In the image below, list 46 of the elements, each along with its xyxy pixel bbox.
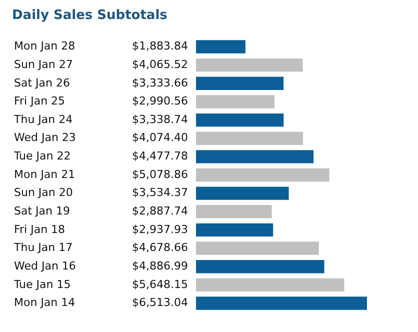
bar [196, 186, 289, 200]
bar [196, 260, 324, 274]
data-label: $2,887.74 [132, 204, 188, 218]
y-tick-label: Sun Jan 20 [14, 186, 73, 200]
data-label: $2,937.93 [132, 222, 188, 236]
data-label: $1,883.84 [132, 40, 188, 53]
bar [196, 205, 272, 218]
bar [196, 223, 274, 237]
y-tick-label: Mon Jan 14 [14, 296, 76, 310]
y-tick-label: Thu Jan 24 [13, 112, 73, 126]
data-label: $5,078.86 [132, 168, 188, 181]
bar [196, 242, 319, 255]
data-label: $3,333.66 [132, 76, 188, 90]
bar [196, 278, 344, 292]
bar [196, 132, 303, 145]
bar [196, 150, 314, 164]
y-tick-label: Fri Jan 18 [14, 222, 66, 236]
bar [196, 76, 284, 90]
y-tick-label: Fri Jan 25 [14, 94, 66, 108]
text: Daily Sales Subtotals [12, 8, 168, 23]
y-tick-label: Tue Jan 22 [13, 150, 71, 163]
bar [196, 113, 284, 127]
y-tick-label: Mon Jan 21 [14, 168, 76, 181]
y-tick-label: Sat Jan 26 [14, 76, 70, 90]
y-tick-label: Thu Jan 17 [13, 241, 73, 254]
bar [196, 296, 367, 310]
data-label: $4,074.40 [132, 131, 188, 144]
y-tick-label: Tue Jan 15 [13, 278, 71, 291]
bar [196, 58, 303, 72]
data-label: $4,886.99 [132, 259, 188, 272]
y-tick-label: Wed Jan 23 [14, 131, 76, 144]
data-label: $4,065.52 [132, 58, 188, 71]
data-label: $3,338.74 [132, 112, 188, 126]
y-tick-label: Mon Jan 28 [14, 40, 76, 53]
bar [196, 40, 246, 54]
data-label: $3,534.37 [132, 186, 188, 200]
y-tick-label: Wed Jan 16 [14, 259, 76, 272]
bar [196, 168, 330, 182]
bar [196, 95, 274, 108]
data-label: $6,513.04 [132, 296, 188, 310]
data-label: $4,477.78 [132, 150, 188, 163]
y-tick-label: Sat Jan 19 [14, 204, 70, 218]
data-label: $4,678.66 [132, 241, 188, 254]
data-label: $5,648.15 [132, 278, 188, 291]
data-label: $2,990.56 [132, 94, 188, 108]
y-tick-label: Sun Jan 27 [14, 58, 73, 71]
